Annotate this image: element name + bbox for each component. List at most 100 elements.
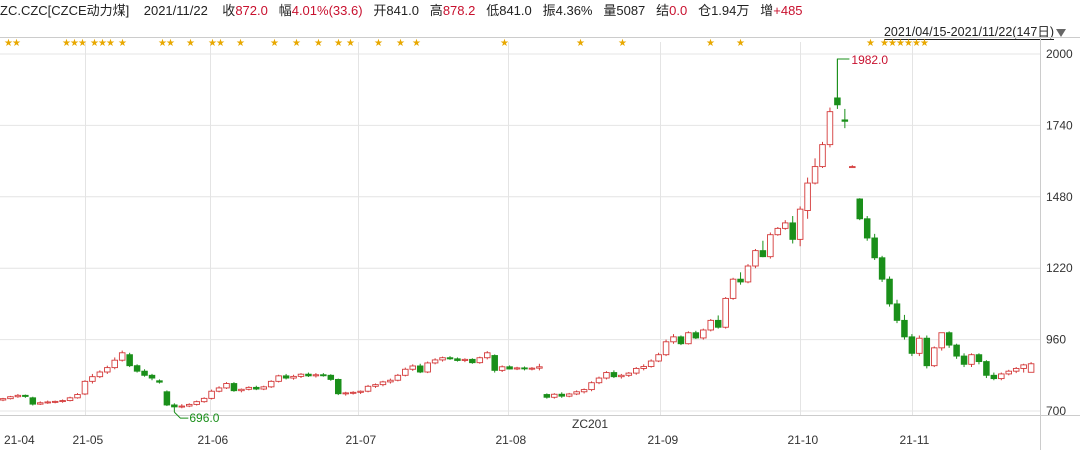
candle — [528, 367, 536, 371]
candle — [960, 353, 968, 368]
candle — [551, 393, 558, 399]
candle — [37, 401, 44, 405]
candle — [349, 391, 357, 395]
candle — [342, 391, 349, 396]
y-tick-label: 2000 — [1046, 47, 1073, 61]
candle — [416, 363, 424, 374]
candle — [506, 365, 513, 370]
star-marker: ★ — [216, 38, 225, 49]
star-marker: ★ — [346, 38, 355, 49]
star-marker: ★ — [270, 38, 279, 49]
date-label: 2021/11/22 — [143, 3, 208, 18]
x-tick-label: 21-09 — [648, 433, 679, 447]
change-value: 4.01%(33.6) — [291, 3, 363, 18]
y-tick-label: 960 — [1046, 333, 1066, 347]
candle — [558, 392, 566, 398]
candle — [59, 399, 66, 403]
candle — [677, 335, 685, 346]
candle — [796, 206, 804, 247]
candle — [729, 277, 737, 300]
close-value: 872.0 — [235, 3, 268, 18]
date-range-selector[interactable]: 2021/04/15-2021/11/22(147日) — [883, 21, 1066, 40]
change-label: 幅 — [278, 3, 292, 18]
candle — [29, 396, 37, 406]
max-annotation: 1982.0 — [851, 53, 888, 67]
candle — [819, 141, 826, 168]
candle — [1005, 369, 1013, 376]
open-value: 841.0 — [386, 3, 419, 18]
candle — [849, 165, 856, 169]
star-marker: ★ — [736, 38, 745, 49]
candle — [692, 330, 700, 340]
settle-value: 0.0 — [669, 3, 688, 18]
star-marker: ★ — [396, 38, 405, 49]
candle — [387, 378, 394, 384]
candle — [484, 351, 491, 360]
candle — [111, 357, 118, 370]
candle — [811, 158, 819, 185]
candle — [826, 107, 834, 148]
candle — [51, 400, 59, 404]
candle — [394, 373, 402, 382]
star-marker: ★ — [920, 38, 929, 49]
candle — [320, 373, 327, 377]
x-tick-label: 21-11 — [900, 433, 930, 447]
x-tick-label: 21-08 — [496, 433, 527, 447]
candle — [245, 386, 253, 391]
candle — [722, 297, 729, 329]
amp-label: 振 — [542, 3, 556, 18]
star-marker: ★ — [98, 38, 107, 49]
star-marker: ★ — [62, 38, 71, 49]
candle — [938, 332, 945, 351]
candle — [916, 335, 923, 357]
candle — [610, 370, 618, 379]
x-tick-label: 21-06 — [198, 433, 229, 447]
candle — [379, 380, 387, 387]
star-marker: ★ — [314, 38, 323, 49]
candle — [126, 352, 133, 368]
candle — [625, 372, 633, 377]
candle — [901, 314, 908, 340]
candle — [707, 319, 715, 332]
y-tick-label: 1740 — [1046, 118, 1073, 132]
candle — [1020, 363, 1027, 373]
candle — [357, 390, 364, 394]
candle — [133, 364, 141, 373]
star-marker: ★ — [90, 38, 99, 49]
star-marker: ★ — [166, 38, 175, 49]
candle — [439, 356, 446, 362]
candle — [156, 379, 163, 384]
candle — [759, 240, 767, 258]
star-marker: ★ — [292, 38, 301, 49]
star-marker: ★ — [78, 38, 87, 49]
candle — [297, 373, 305, 379]
star-marker: ★ — [904, 38, 913, 49]
candle — [14, 393, 22, 398]
contract-label: ZC201 — [572, 417, 608, 431]
candle — [893, 299, 901, 324]
candle — [774, 227, 782, 236]
candle — [327, 374, 335, 381]
candle — [208, 389, 215, 400]
grid-lines — [0, 37, 1080, 450]
x-tick-label: 21-04 — [4, 433, 35, 447]
low-value: 841.0 — [499, 3, 532, 18]
x-tick-label: 21-05 — [73, 433, 104, 447]
star-marker: ★ — [236, 38, 245, 49]
oi-label: 仓 — [698, 3, 712, 18]
candle — [461, 358, 469, 363]
open-label: 开 — [373, 3, 387, 18]
y-tick-label: 700 — [1046, 404, 1066, 418]
candle — [856, 198, 864, 221]
axis-labels: 700 960 1220 1480 1740 2000 21-04 21-05 21-06 21-… — [4, 47, 1073, 447]
star-marker: ★ — [374, 38, 383, 49]
candle — [66, 396, 74, 402]
candle — [454, 357, 461, 362]
oi-value: 1.94万 — [711, 3, 750, 18]
candle — [655, 352, 662, 363]
candle — [446, 356, 454, 360]
candle — [998, 372, 1005, 381]
date-range-text: 2021/04/15-2021/11/22(147日) — [883, 25, 1054, 40]
candle — [104, 365, 111, 374]
